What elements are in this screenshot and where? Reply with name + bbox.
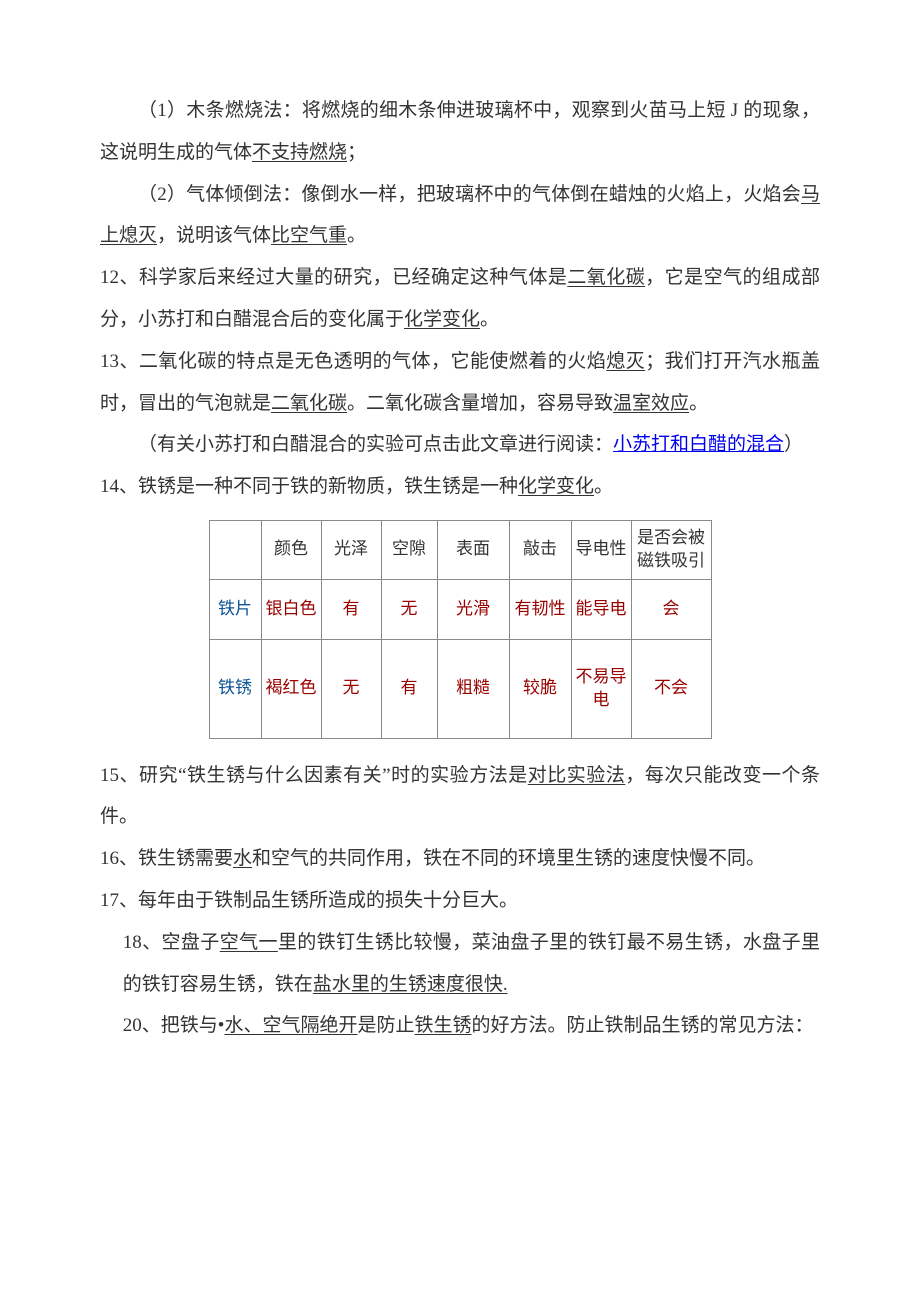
table-cell: 粗糙 — [437, 639, 509, 738]
table-header-cell: 导电性 — [571, 520, 631, 579]
table-row: 铁锈 褐红色 无 有 粗糙 较脆 不易导电 不会 — [209, 639, 711, 738]
text: 18、空盘子 — [123, 932, 220, 953]
table-cell: 有 — [381, 639, 437, 738]
text: 的好方法。防止铁制品生锈的常见方法： — [472, 1015, 814, 1036]
table-header-cell: 是否会被磁铁吸引 — [631, 520, 711, 579]
text: 和空气的共同作用，铁在不同的环境里生锈的速度快慢不同。 — [252, 848, 765, 869]
text: 是防止 — [357, 1015, 414, 1036]
table-cell: 无 — [321, 639, 381, 738]
table-cell: 光滑 — [437, 579, 509, 639]
table-header-cell — [209, 520, 261, 579]
text: 。 — [689, 393, 708, 414]
underline-text: 化学变化 — [404, 309, 480, 330]
underline-text: 熄灭 — [606, 351, 645, 372]
underline-text: 比空气重 — [271, 225, 347, 246]
text: 。 — [347, 225, 366, 246]
table-cell: 银白色 — [261, 579, 321, 639]
table-header-cell: 表面 — [437, 520, 509, 579]
paragraph-3: 12、科学家后来经过大量的研究，已经确定这种气体是二氧化碳，它是空气的组成部分，… — [100, 257, 820, 341]
text: （有关小苏打和白醋混合的实验可点击此文章进行阅读： — [138, 434, 613, 455]
paragraph-5: （有关小苏打和白醋混合的实验可点击此文章进行阅读：小苏打和白醋的混合） — [100, 424, 820, 466]
underline-text: 盐水里的生锈速度很快. — [313, 974, 508, 995]
table-header-row: 颜色 光泽 空隙 表面 敲击 导电性 是否会被磁铁吸引 — [209, 520, 711, 579]
link-experiment-article[interactable]: 小苏打和白醋的混合 — [613, 434, 784, 455]
text: 12、科学家后来经过大量的研究，已经确定这种气体是 — [100, 267, 567, 288]
table-cell: 能导电 — [571, 579, 631, 639]
table-cell: 会 — [631, 579, 711, 639]
text: 20、把铁与• — [123, 1015, 225, 1036]
paragraph-4: 13、二氧化碳的特点是无色透明的气体，它能使燃着的火焰熄灭；我们打开汽水瓶盖时，… — [100, 341, 820, 425]
table-cell: 不会 — [631, 639, 711, 738]
underline-text: 化学变化 — [518, 476, 594, 497]
table-cell: 有韧性 — [509, 579, 571, 639]
text: 。 — [480, 309, 499, 330]
underline-text: 对比实验法 — [528, 765, 626, 786]
underline-text: 铁生锈 — [414, 1015, 471, 1036]
underline-text: 水、空气隔绝开 — [224, 1015, 357, 1036]
text: 13、二氧化碳的特点是无色透明的气体，它能使燃着的火焰 — [100, 351, 606, 372]
paragraph-7: 15、研究“铁生锈与什么因素有关”时的实验方法是对比实验法，每次只能改变一个条件… — [100, 755, 820, 839]
text: 。 — [594, 476, 613, 497]
underline-text: 温室效应 — [613, 393, 689, 414]
text: 16、铁生锈需要 — [100, 848, 233, 869]
text: 。二氧化碳含量增加，容易导致 — [347, 393, 613, 414]
table-header-cell: 敲击 — [509, 520, 571, 579]
paragraph-9: 17、每年由于铁制品生锈所造成的损失十分巨大。 — [100, 880, 820, 922]
comparison-table: 颜色 光泽 空隙 表面 敲击 导电性 是否会被磁铁吸引 铁片 银白色 有 无 光… — [209, 520, 712, 739]
underline-text: 空气一 — [220, 932, 278, 953]
paragraph-6: 14、铁锈是一种不同于铁的新物质，铁生锈是一种化学变化。 — [100, 466, 820, 508]
paragraph-10: 18、空盘子空气一里的铁钉生锈比较慢，菜油盘子里的铁钉最不易生锈，水盘子里的铁钉… — [123, 922, 820, 1006]
table-cell: 不易导电 — [571, 639, 631, 738]
table-row-header: 铁片 — [209, 579, 261, 639]
table-header-cell: 颜色 — [261, 520, 321, 579]
text: ，说明该气体 — [157, 225, 271, 246]
table-cell: 有 — [321, 579, 381, 639]
paragraph-11: 20、把铁与•水、空气隔绝开是防止铁生锈的好方法。防止铁制品生锈的常见方法： — [123, 1005, 820, 1047]
text: 15、研究“铁生锈与什么因素有关”时的实验方法是 — [100, 765, 528, 786]
paragraph-8: 16、铁生锈需要水和空气的共同作用，铁在不同的环境里生锈的速度快慢不同。 — [100, 838, 820, 880]
table-header-cell: 光泽 — [321, 520, 381, 579]
underline-text: 水 — [233, 848, 252, 869]
paragraph-1: （1）木条燃烧法：将燃烧的细木条伸进玻璃杯中，观察到火苗马上短 J 的现象，这说… — [100, 90, 820, 174]
underline-text: 二氧化碳 — [271, 393, 347, 414]
table-cell: 较脆 — [509, 639, 571, 738]
table-header-cell: 空隙 — [381, 520, 437, 579]
table-row: 铁片 银白色 有 无 光滑 有韧性 能导电 会 — [209, 579, 711, 639]
text: ） — [784, 434, 803, 455]
paragraph-2: （2）气体倾倒法：像倒水一样，把玻璃杯中的气体倒在蜡烛的火焰上，火焰会马上熄灭，… — [100, 174, 820, 258]
text: （1）木条燃烧法：将燃烧的细木条伸进玻璃杯中，观察到火苗马上短 J 的现象，这说… — [100, 100, 820, 163]
text: ； — [347, 142, 366, 163]
underline-text: 不支持燃烧 — [252, 142, 347, 163]
text: 14、铁锈是一种不同于铁的新物质，铁生锈是一种 — [100, 476, 518, 497]
underline-text: 二氧化碳 — [567, 267, 645, 288]
table-cell: 褐红色 — [261, 639, 321, 738]
table-cell: 无 — [381, 579, 437, 639]
table-row-header: 铁锈 — [209, 639, 261, 738]
text: （2）气体倾倒法：像倒水一样，把玻璃杯中的气体倒在蜡烛的火焰上，火焰会 — [138, 184, 801, 205]
